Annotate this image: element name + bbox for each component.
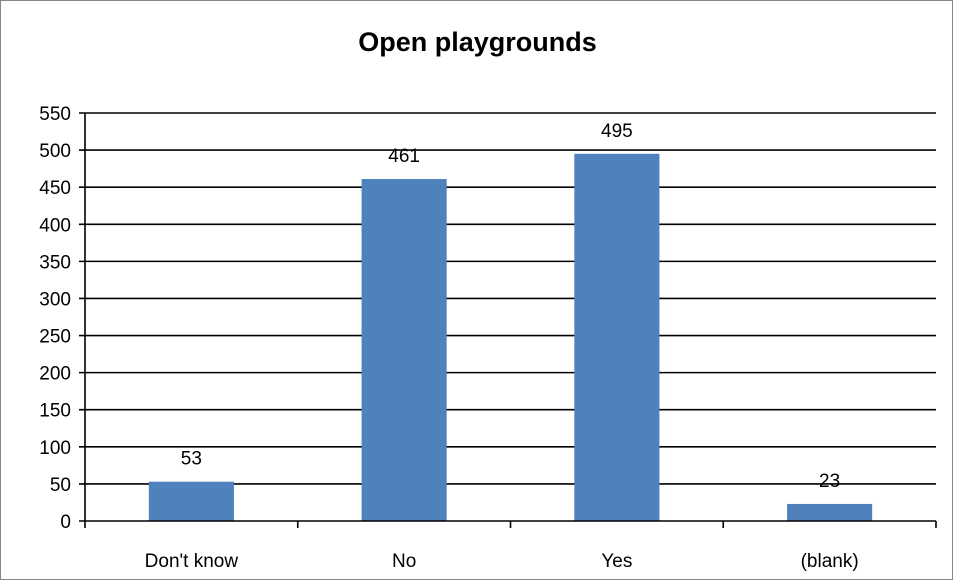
y-tick-label: 300 <box>39 289 71 310</box>
bar <box>148 481 234 521</box>
y-tick-label: 250 <box>39 327 71 348</box>
chart-title: Open playgrounds <box>358 27 597 57</box>
y-tick-label: 550 <box>39 104 71 125</box>
y-tick-label: 350 <box>39 252 71 273</box>
x-tick-label: No <box>392 551 416 572</box>
y-tick-label: 400 <box>39 215 71 236</box>
y-tick-label: 450 <box>39 178 71 199</box>
y-tick-label: 150 <box>39 401 71 422</box>
y-tick-label: 200 <box>39 364 71 385</box>
y-tick-label: 0 <box>60 512 71 533</box>
y-tick-label: 50 <box>50 475 71 496</box>
x-tick-label: Don't know <box>145 551 239 572</box>
y-tick-label: 500 <box>39 141 71 162</box>
bar <box>574 153 660 522</box>
axes <box>79 113 937 528</box>
gridlines <box>79 112 936 485</box>
data-label: 495 <box>601 121 633 142</box>
bar <box>361 179 447 521</box>
bars <box>148 153 873 522</box>
data-label: 23 <box>819 471 840 492</box>
data-label: 461 <box>388 146 420 167</box>
labels: 0 50 100 150 200 250 300 350 400 450 500 550 53 Don't… <box>39 104 858 572</box>
data-label: 53 <box>181 449 202 470</box>
y-tick-label: 100 <box>39 438 71 459</box>
x-tick-label: Yes <box>601 551 632 572</box>
x-tick-label: (blank) <box>801 551 859 572</box>
bar <box>787 503 873 521</box>
